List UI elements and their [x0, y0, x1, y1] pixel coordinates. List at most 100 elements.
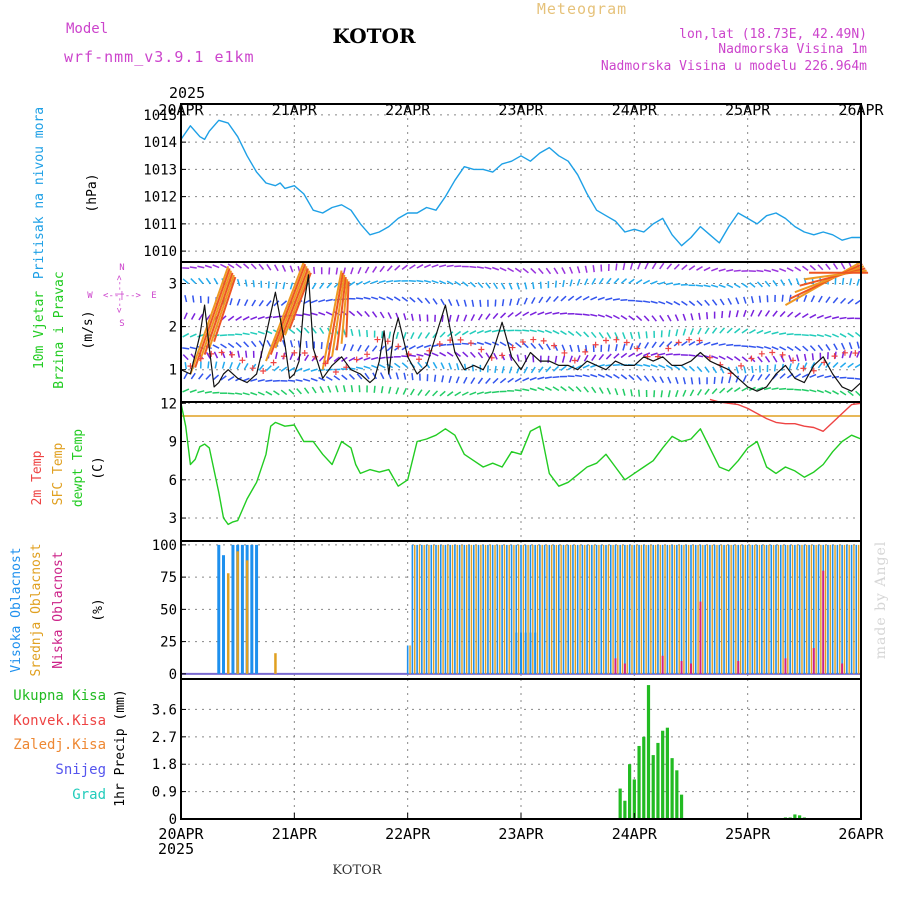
wind-arrow [243, 393, 250, 395]
wind-arrow [425, 390, 429, 395]
year-top: 2025 [169, 84, 205, 102]
wind-arrow [545, 377, 552, 378]
wind-arrow [433, 391, 438, 396]
precip-bar [623, 801, 626, 819]
wind-arrow [440, 391, 445, 396]
wind-arrow [553, 366, 558, 371]
mid-cloud-bar [409, 645, 410, 673]
wind-arrow [523, 378, 529, 381]
wind-arrow [538, 388, 545, 391]
high-cloud-bar [789, 545, 791, 674]
wind-arrow [266, 366, 271, 371]
wind-arrow [457, 300, 459, 307]
gust-marker [510, 345, 516, 351]
wind-arrow [319, 356, 324, 361]
mid-cloud-bar [740, 545, 741, 674]
wind-arrow [404, 332, 406, 339]
wind-arrow [817, 375, 824, 377]
high-cloud-bar [449, 545, 451, 674]
y-tick-label: 1010 [143, 244, 177, 260]
mid-cloud-bar [745, 545, 746, 674]
wind-arrow [697, 367, 702, 372]
high-cloud-bar [737, 545, 739, 674]
gust-marker [458, 337, 464, 343]
wind-arrow [351, 345, 354, 351]
wind-arrow [734, 388, 740, 392]
low-cloud-bar [813, 648, 815, 674]
wind-arrow [795, 313, 801, 317]
high-cloud-bar [742, 545, 744, 674]
wind-arrow [470, 392, 477, 395]
mid-cloud-bar [631, 545, 632, 674]
wind-arrow [681, 301, 687, 305]
high-cloud-bar [586, 545, 588, 674]
precip-bar [666, 728, 669, 819]
mid-cloud-bar [442, 545, 443, 674]
wind-arrow [274, 366, 279, 371]
mid-cloud-bar [839, 545, 840, 674]
wind-arrow [185, 362, 186, 369]
high-cloud-bar [473, 545, 475, 674]
wind-arrow [326, 312, 332, 315]
wind-arrow [314, 267, 315, 274]
mid-cloud-bar [608, 545, 609, 674]
wind-arrow [560, 313, 567, 314]
mid-cloud-bar [641, 545, 642, 674]
wind-arrow [371, 297, 378, 299]
high-cloud-bar [222, 555, 225, 674]
wind-arrow [598, 297, 605, 299]
wind-arrow [336, 268, 337, 275]
mid-cloud-bar [236, 551, 239, 674]
wind-arrow [584, 332, 589, 337]
wind-arrow [220, 264, 226, 267]
wind-arrow [500, 330, 507, 331]
wind-arrow [832, 391, 838, 394]
high-cloud-bar [416, 545, 418, 674]
wind-arrow [245, 280, 246, 287]
wind-arrow [636, 365, 643, 366]
gust-marker [374, 337, 380, 343]
mid-cloud-bar [702, 545, 703, 674]
wind-arrow [848, 333, 854, 337]
wind-arrow [440, 332, 445, 337]
wind-arrow [258, 317, 265, 319]
wind-arrow [532, 297, 535, 303]
mid-cloud-bar [834, 545, 835, 674]
credit: made by Angel [873, 541, 889, 660]
wind-arrow [734, 284, 740, 288]
wind-arrow [636, 301, 643, 302]
wind-arrow [636, 316, 641, 321]
high-cloud-bar [426, 545, 428, 674]
high-cloud-bar [459, 545, 461, 674]
wind-arrow [553, 387, 559, 391]
mid-cloud-bar [683, 545, 684, 674]
y-tick-label: 2.7 [152, 730, 177, 746]
mid-cloud-bar [447, 545, 448, 674]
wind-arrow [841, 298, 846, 303]
wind-arrow [182, 348, 189, 349]
wind-arrow [199, 278, 204, 283]
wind-arrow [471, 314, 474, 320]
mid-cloud-bar [612, 545, 613, 674]
wind-arrow [629, 353, 635, 357]
precip-unit: 1hr Precip (mm) [113, 689, 128, 806]
high-cloud-bar [827, 545, 829, 674]
wind-arrow [606, 315, 612, 318]
wind-arrow [455, 332, 461, 336]
wind-arrow [789, 363, 791, 370]
gust-marker [499, 352, 505, 358]
wind-arrow [281, 367, 287, 371]
wind-arrow [522, 330, 529, 331]
wind-arrow [682, 341, 688, 345]
low-cloud-bar [624, 664, 626, 674]
wind-arrow [412, 314, 413, 321]
high-cloud-bar [549, 545, 551, 674]
mid-cloud-bar [636, 545, 637, 674]
bottom-tick-label: 26APR [838, 825, 884, 843]
high-cloud-bar [832, 545, 834, 674]
wind-arrow [613, 365, 620, 366]
wind-arrow [236, 317, 242, 321]
wind-arrow [273, 316, 280, 317]
wind-arrow [856, 391, 861, 396]
wind-arrow [394, 281, 401, 282]
